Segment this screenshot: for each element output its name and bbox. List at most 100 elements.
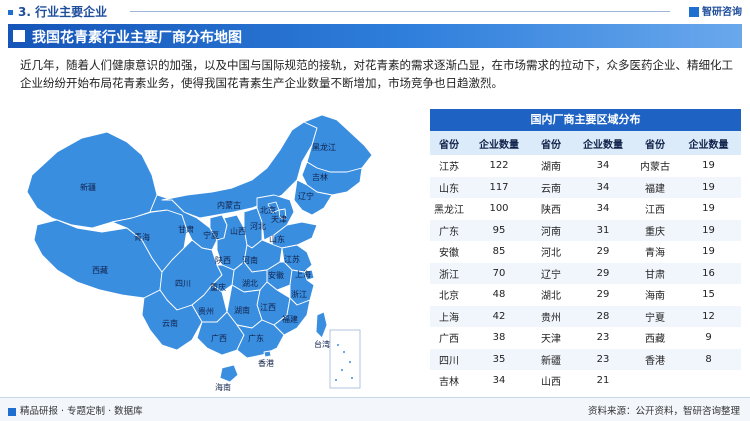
cell-count: 8 — [705, 353, 712, 365]
cell-count: 16 — [702, 267, 715, 279]
cell-count: 19 — [702, 160, 715, 172]
china-map: 黑龙江 吉林 辽宁 内蒙古 新疆 西藏 青海 甘肃 宁夏 山西 河北 北京 天津… — [26, 114, 373, 392]
label-tianjin: 天津 — [271, 214, 287, 224]
cell-count: 38 — [492, 332, 506, 344]
cell-province: 黑龙江 — [434, 205, 464, 217]
cell-count: 48 — [492, 289, 506, 301]
province-neimenggu[interactable] — [161, 121, 318, 219]
label-zhejiang: 浙江 — [291, 289, 307, 299]
cell-province: 陕西 — [541, 205, 561, 217]
cell-count: 19 — [702, 246, 715, 258]
cell-province: 宁夏 — [645, 312, 665, 324]
cell-count: 34 — [596, 203, 610, 215]
top-divider — [130, 11, 670, 12]
footer-bar: 精品研报 · 专题定制 · 数据库 资料来源：公开资料，智研咨询整理 — [0, 397, 750, 421]
cell-province: 辽宁 — [541, 269, 561, 281]
cell-count: 9 — [705, 332, 712, 344]
col-header-count-2: 企业数量 — [583, 139, 623, 151]
cell-province: 香港 — [645, 355, 665, 367]
footer-source: 资料来源：公开资料，智研咨询整理 — [587, 406, 740, 417]
label-hunan: 湖南 — [234, 305, 250, 315]
section-title: 3. 行业主要企业 — [8, 3, 107, 20]
section-bullet-icon — [8, 10, 13, 15]
label-jiangxi: 江西 — [260, 303, 276, 312]
cell-province: 湖北 — [541, 291, 561, 303]
south-china-sea-islands — [335, 344, 353, 381]
cell-province: 新疆 — [541, 355, 561, 367]
table-row: 江苏 122 湖南 34 内蒙古 19 — [430, 155, 741, 177]
label-shandong: 山东 — [269, 234, 285, 244]
table-row: 吉林 34 山西 21 — [430, 370, 741, 392]
cell-province: 广东 — [439, 226, 459, 238]
label-shanxi: 山西 — [230, 226, 246, 236]
cell-count: 34 — [596, 160, 610, 172]
province-taiwan[interactable] — [315, 311, 328, 339]
province-xinjiang[interactable] — [26, 131, 158, 229]
cell-count: 100 — [489, 203, 509, 215]
region-table: 国内厂商主要区域分布 省份 企业数量 省份 企业数量 省份 企业数量 江苏 122… — [430, 109, 741, 392]
brand-logo: 智研咨询 — [689, 3, 742, 18]
footer-left: 精品研报 · 专题定制 · 数据库 — [8, 403, 143, 417]
cell-count: 34 — [596, 181, 610, 193]
province-xianggang[interactable] — [263, 350, 272, 358]
cell-count: 28 — [596, 310, 610, 322]
cell-province: 北京 — [439, 291, 459, 303]
label-beijing: 北京 — [260, 205, 276, 215]
label-yunnan: 云南 — [162, 318, 178, 328]
cell-count: 19 — [702, 203, 715, 215]
cell-province: 河北 — [541, 248, 561, 260]
province-hainan[interactable] — [219, 364, 239, 383]
cell-count: 122 — [489, 160, 509, 172]
province-tianjin[interactable] — [278, 208, 287, 219]
cell-province: 重庆 — [645, 226, 665, 238]
label-chongqing: 重庆 — [210, 282, 226, 292]
col-header-province-3: 省份 — [645, 139, 665, 151]
label-anhui: 安徽 — [268, 270, 284, 280]
south-china-sea-inset — [329, 329, 361, 389]
cell-count: 19 — [702, 181, 715, 193]
label-jiangsu: 江苏 — [284, 254, 300, 264]
cell-count: 95 — [492, 224, 506, 236]
label-qinghai: 青海 — [134, 232, 150, 242]
province-chongqing[interactable] — [211, 264, 235, 293]
cell-province: 山东 — [439, 183, 459, 195]
cell-count: 85 — [492, 246, 506, 258]
province-yunnan[interactable] — [141, 289, 203, 351]
cell-count: 15 — [702, 289, 715, 301]
cell-province: 浙江 — [439, 269, 459, 281]
table-body: 江苏 122 湖南 34 内蒙古 19 山东 117 云南 34 福建 19 黑龙江 100 陕西 34 江西 1… — [430, 155, 741, 392]
cell-province: 贵州 — [541, 312, 561, 324]
label-gansu: 甘肃 — [178, 224, 194, 234]
label-neimenggu: 内蒙古 — [217, 200, 241, 210]
table-row: 上海 42 贵州 28 宁夏 12 — [430, 305, 741, 327]
table-row: 山东 117 云南 34 福建 19 — [430, 176, 741, 198]
label-fujian: 福建 — [282, 314, 298, 324]
label-guangdong: 广东 — [248, 333, 264, 343]
cell-province: 上海 — [439, 312, 459, 324]
section-label: 3. 行业主要企业 — [18, 5, 108, 19]
province-guangdong[interactable] — [236, 319, 285, 359]
col-header-count-3: 企业数量 — [688, 139, 729, 151]
intro-paragraph: 近几年，随着人们健康意识的加强，以及中国与国际规范的接轨，对花青素的需求逐渐凸显… — [20, 58, 733, 90]
cell-count: 42 — [492, 310, 506, 322]
province-liaoning[interactable] — [293, 179, 333, 216]
cell-province: 吉林 — [439, 377, 459, 389]
cell-count: 31 — [596, 224, 610, 236]
label-sichuan: 四川 — [175, 279, 191, 288]
cell-count: 34 — [492, 375, 506, 387]
cell-province: 河南 — [541, 226, 561, 238]
label-heilongjiang: 黑龙江 — [312, 142, 336, 152]
cell-count: 23 — [596, 353, 610, 365]
province-jilin[interactable] — [301, 161, 363, 196]
label-guizhou: 贵州 — [198, 306, 214, 316]
label-shaanxi: 陕西 — [215, 255, 231, 265]
table-row: 浙江 70 辽宁 29 甘肃 16 — [430, 262, 741, 284]
brand-mark-icon — [689, 7, 699, 17]
label-xianggang: 香港 — [258, 358, 274, 368]
brand-name: 智研咨询 — [702, 7, 742, 18]
label-xizang: 西藏 — [92, 265, 108, 275]
label-hebei: 河北 — [250, 221, 266, 231]
table-row: 四川 35 新疆 23 香港 8 — [430, 348, 741, 370]
label-shanghai: 上海 — [295, 269, 311, 279]
page-title: 我国花青素行业主要厂商分布地图 — [32, 30, 242, 46]
